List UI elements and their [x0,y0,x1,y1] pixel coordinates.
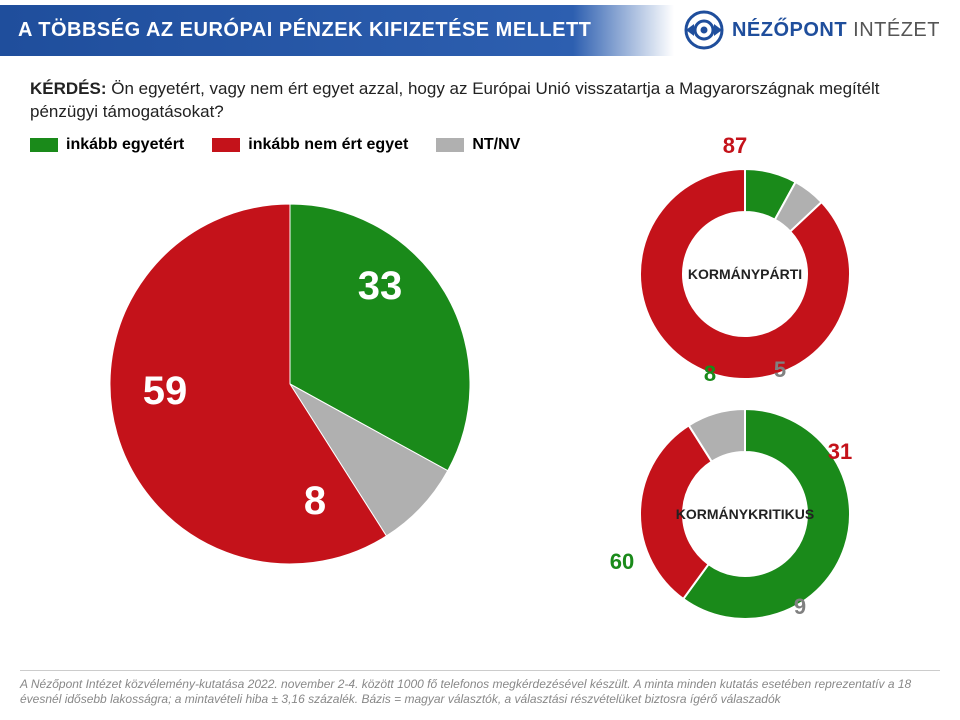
charts-area: 33 8 59 8785 KORMÁNYPÁRTI 31 9 60 KORMÁNYKRI… [0,154,960,634]
header: A TÖBBSÉG AZ EURÓPAI PÉNZEK KIFIZETÉSE M… [0,0,960,60]
question-label: KÉRDÉS: [30,79,107,98]
donut-kormanykritikus: 31960 KORMÁNYKRITIKUS [640,409,850,619]
legend: inkább egyetért inkább nem ért egyet NT/… [0,130,960,154]
svg-text:5: 5 [774,357,786,382]
legend-swatch [30,138,58,152]
legend-label: inkább egyetért [66,136,184,154]
svg-text:31: 31 [828,439,852,464]
svg-text:8: 8 [704,361,716,386]
donut-kormanyparti: 8785 KORMÁNYPÁRTI [640,169,850,379]
legend-label: NT/NV [472,136,520,154]
legend-swatch [212,138,240,152]
legend-item-agree: inkább egyetért [30,136,184,154]
svg-text:87: 87 [723,133,747,158]
brand-logo: NÉZŐPONT INTÉZET [674,10,960,50]
svg-text:59: 59 [143,369,188,413]
question-text: Ön egyetért, vagy nem ért egyet azzal, h… [30,79,879,121]
svg-text:9: 9 [794,594,806,619]
donut-center-label: KORMÁNYKRITIKUS [676,506,814,522]
svg-text:8: 8 [304,479,326,523]
svg-text:60: 60 [610,549,634,574]
legend-item-disagree: inkább nem ért egyet [212,136,408,154]
legend-label: inkább nem ért egyet [248,136,408,154]
logo-text: NÉZŐPONT INTÉZET [732,19,940,42]
question-block: KÉRDÉS: Ön egyetért, vagy nem ért egyet … [0,60,960,130]
legend-swatch [436,138,464,152]
svg-text:33: 33 [358,264,403,308]
legend-item-dk: NT/NV [436,136,520,154]
main-pie-chart: 33 8 59 [110,204,470,564]
footnote: A Nézőpont Intézet közvélemény-kutatása … [20,670,940,708]
donut-center-label: KORMÁNYPÁRTI [688,266,802,282]
page-title: A TÖBBSÉG AZ EURÓPAI PÉNZEK KIFIZETÉSE M… [0,5,674,56]
logo-eye-icon [684,10,724,50]
